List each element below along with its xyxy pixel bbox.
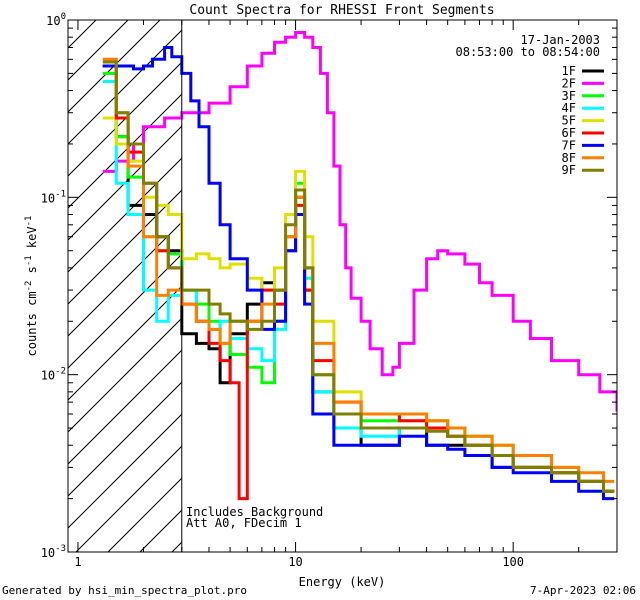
- legend-label-1F: 1F: [562, 64, 576, 78]
- footer-generated-by: Generated by hsi_min_spectra_plot.pro: [2, 584, 248, 597]
- hatch-line: [68, 221, 182, 337]
- hatch-line: [68, 20, 97, 49]
- x-tick-label-10: 10: [288, 555, 302, 569]
- series-4F: [102, 80, 615, 493]
- x-tick-label-1: 1: [74, 555, 81, 569]
- y-axis-label: counts cm-2 s-1 keV-1: [24, 216, 39, 357]
- plot-frame: [67, 19, 618, 553]
- series-5F: [102, 116, 615, 493]
- legend-date: 17-Jan-2003: [521, 33, 600, 47]
- footer-timestamp: 7-Apr-2023 02:06: [530, 584, 636, 597]
- series-8F: [102, 57, 615, 483]
- series-6F: [102, 64, 615, 501]
- legend-label-9F: 9F: [562, 163, 576, 177]
- series-2F: [102, 31, 617, 412]
- y-tick-label-10e-2: 10-2: [41, 367, 66, 383]
- legend-label-7F: 7F: [562, 138, 576, 152]
- hatch-line: [620, 20, 640, 552]
- hatch-line: [68, 20, 161, 113]
- hatch-line: [68, 93, 182, 209]
- x-axis-ticks: [77, 20, 618, 552]
- hatch-line: [68, 61, 182, 177]
- hatch-line: [68, 29, 182, 145]
- hatch-line: [68, 349, 182, 465]
- legend-label-5F: 5F: [562, 114, 576, 128]
- y-tick-label-10e0: 100: [46, 12, 66, 28]
- hatch-line: [68, 285, 182, 401]
- chart-title: Count Spectra for RHESSI Front Segments: [189, 3, 494, 18]
- legend-label-8F: 8F: [562, 151, 576, 165]
- legend-label-3F: 3F: [562, 89, 576, 103]
- x-tick-label-100: 100: [502, 555, 524, 569]
- annotation-attenuator: Att A0, FDecim 1: [186, 516, 302, 530]
- x-axis-label: Energy (keV): [299, 575, 386, 589]
- hatch-line: [68, 189, 182, 305]
- annotation-background: Includes Background: [186, 505, 323, 519]
- series-9F: [102, 60, 615, 493]
- legend-label-6F: 6F: [562, 126, 576, 140]
- hatch-line: [68, 413, 182, 529]
- legend-label-2F: 2F: [562, 76, 576, 90]
- legend-label-4F: 4F: [562, 101, 576, 115]
- y-tick-label-10e-1: 10-1: [41, 189, 66, 205]
- hatch-line: [68, 157, 182, 273]
- hatch-line: [68, 253, 182, 369]
- series-group: [102, 31, 617, 501]
- hatch-region: [68, 20, 640, 552]
- hatch-line: [68, 381, 182, 497]
- series-7F: [102, 46, 615, 501]
- hatch-line: [75, 445, 182, 552]
- legend-time-range: 08:53:00 to 08:54:00: [456, 45, 601, 59]
- y-axis-ticks: [68, 19, 617, 553]
- hatch-line: [68, 20, 129, 81]
- y-tick-label-10e-3: 10-3: [41, 544, 66, 560]
